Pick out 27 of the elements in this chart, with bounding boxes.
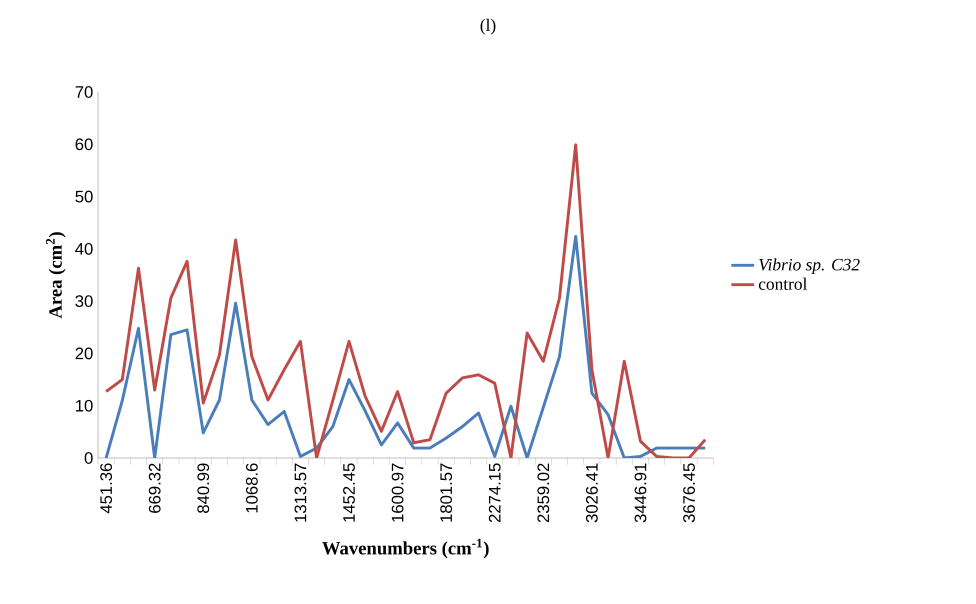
x-tick-label: 3676.45 — [683, 463, 695, 522]
x-tick-label: 2359.02 — [537, 464, 550, 522]
chart-title: (l) — [480, 18, 496, 35]
y-axis-title: Area (cm$^{2}$) — [46, 232, 66, 318]
line-series — [104, 143, 707, 458]
y-tick-label: 30 — [75, 295, 93, 308]
y-tick-label: 60 — [76, 138, 93, 150]
y-tick-label: 20 — [76, 348, 93, 360]
x-tick-label: 3026.41 — [586, 464, 598, 522]
y-tick-label: 10 — [76, 400, 93, 412]
y-tick-label: 0 — [84, 452, 93, 464]
x-tick-label: 1068.6 — [246, 463, 258, 512]
x-tick-label: 2274.15 — [488, 463, 501, 522]
legend-label: Vibrio sp. C32 — [759, 258, 860, 274]
x-tick-label: 1313.57 — [294, 464, 306, 522]
x-tick-label: 3446.91 — [634, 464, 646, 522]
x-tick-label: 451.36 — [100, 463, 112, 514]
x-tick-label: 1801.57 — [440, 464, 452, 522]
legend-label: control — [758, 278, 808, 290]
y-tick-label: 40 — [75, 242, 93, 255]
x-axis-title: Wavenumbers (cm$^{-1}$) — [322, 538, 489, 558]
y-tick-label: 50 — [75, 190, 93, 202]
x-tick-label: 1452.45 — [343, 463, 355, 522]
x-tick-label: 1600.97 — [392, 464, 404, 522]
x-tick-label: 669.32 — [148, 464, 161, 513]
y-tick-label: 70 — [76, 86, 93, 98]
x-tick-label: 840.99 — [197, 463, 210, 513]
